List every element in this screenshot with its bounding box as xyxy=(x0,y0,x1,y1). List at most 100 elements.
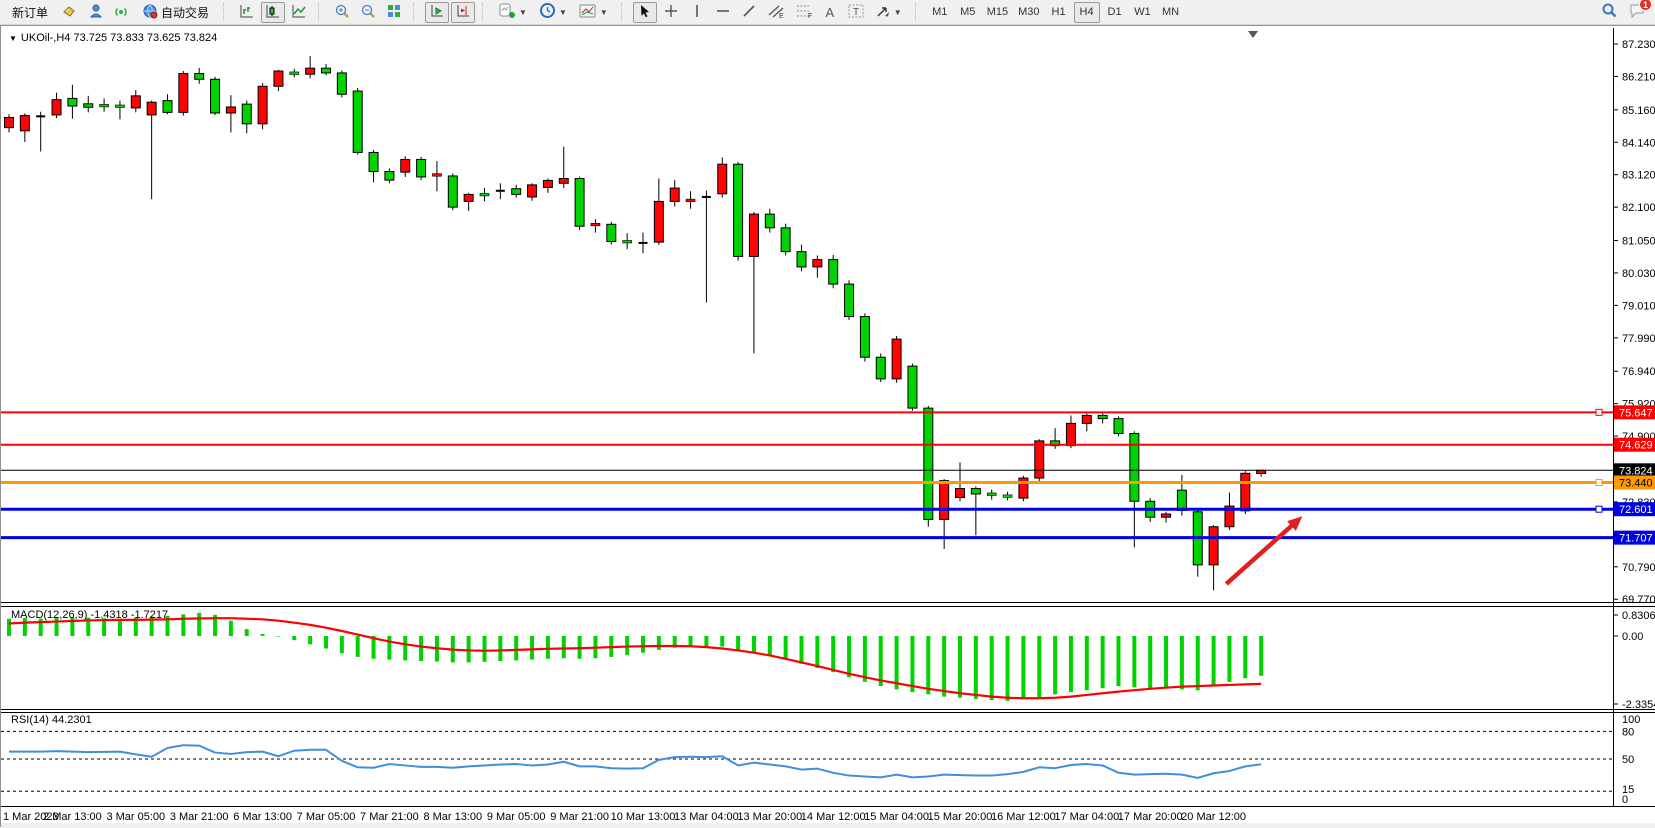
indicators-add-icon xyxy=(498,2,516,23)
bar-chart-button[interactable] xyxy=(235,2,259,23)
svg-text:E: E xyxy=(779,13,784,19)
candle-body xyxy=(4,116,14,129)
timeframe-m15-button[interactable]: M15 xyxy=(986,6,1009,18)
timeframe-m1-button[interactable]: M1 xyxy=(932,6,948,18)
price-tag-71.707: 71.707 xyxy=(1619,533,1653,545)
timeframe-h1-button[interactable]: H1 xyxy=(1051,6,1066,18)
price-tag-75.647: 75.647 xyxy=(1619,407,1653,419)
price-tick-label: 77.990 xyxy=(1622,333,1655,345)
timeframe-mn-button[interactable]: MN xyxy=(1161,6,1180,18)
price-tick-label: 81.050 xyxy=(1622,236,1655,248)
candle-body xyxy=(511,188,522,195)
zoom-out-button[interactable] xyxy=(356,2,380,23)
candle-body xyxy=(780,227,791,253)
tile-windows-button[interactable] xyxy=(382,2,406,23)
new-order-button[interactable]: 新订单 xyxy=(12,5,49,20)
rsi-line xyxy=(9,744,1262,779)
fibonacci-icon: F xyxy=(795,3,813,22)
chart-shift-button[interactable] xyxy=(451,1,476,23)
indicators-button[interactable]: ▼ xyxy=(494,2,533,23)
gold-nugget-icon xyxy=(61,3,77,22)
zoom-in-icon xyxy=(334,3,350,22)
price-tag-box xyxy=(1614,475,1655,490)
arrow-annotation-head[interactable] xyxy=(1287,516,1303,531)
text-label-icon: T xyxy=(847,3,865,22)
zoom-in-button[interactable] xyxy=(330,2,354,23)
time-label: 17 Mar 20:00 xyxy=(1117,811,1183,823)
candle-body xyxy=(986,492,997,496)
chart-shift-marker[interactable] xyxy=(1248,31,1258,38)
candle-body xyxy=(83,103,94,108)
price-tick-label: 70.790 xyxy=(1622,562,1655,574)
timeframe-d1-button[interactable]: D1 xyxy=(1107,6,1122,18)
periods-button[interactable]: ▼ xyxy=(535,2,573,23)
time-label: 20 Mar 12:00 xyxy=(1181,811,1247,823)
toolbar: 新订单 自动交易 xyxy=(0,0,1655,25)
time-label: 6 Mar 13:00 xyxy=(233,811,292,823)
arrows-tool-button[interactable]: ▼ xyxy=(871,2,908,23)
text-label-tool-button[interactable]: T xyxy=(843,2,869,23)
candle-body xyxy=(352,90,363,153)
hline-handle[interactable] xyxy=(1595,505,1603,513)
crosshair-tool-button[interactable] xyxy=(659,2,683,23)
symbol-label[interactable]: ▼ UKOil-,H4 73.725 73.833 73.625 73.824 xyxy=(9,32,217,44)
candle-body xyxy=(1208,526,1219,566)
auto-trading-button[interactable]: 自动交易 xyxy=(135,2,216,23)
time-label: 15 Mar 04:00 xyxy=(864,811,930,823)
macd-indicator-label: MACD(12,26,9) -1.4318 -1.7217 xyxy=(11,609,169,621)
signals-button[interactable] xyxy=(109,2,133,23)
clock-icon xyxy=(539,2,556,22)
time-label: 13 Mar 20:00 xyxy=(737,811,803,823)
cursor-tool-button[interactable] xyxy=(632,1,657,23)
market-button[interactable] xyxy=(57,2,81,23)
chat-button[interactable]: 1 xyxy=(1624,0,1652,23)
zoom-out-icon xyxy=(360,3,376,22)
templates-button[interactable]: ▼ xyxy=(575,2,614,23)
template-icon xyxy=(579,3,597,22)
price-tick-label: 76.940 xyxy=(1622,366,1655,378)
candle-body xyxy=(479,193,490,197)
candlestick-chart-button[interactable] xyxy=(261,1,286,23)
trendline-tool-button[interactable] xyxy=(737,2,761,23)
price-tick-label: 83.120 xyxy=(1622,170,1655,182)
hline-handle[interactable] xyxy=(1595,408,1603,416)
chat-badge: 1 xyxy=(1639,0,1652,11)
text-tool-button[interactable]: A xyxy=(825,4,835,20)
candle-body xyxy=(1113,418,1124,435)
time-axis[interactable]: 1 Mar 2023 2 Mar 13:00 3 Mar 05:00 3 Mar 21… xyxy=(1,808,1611,826)
candle-body xyxy=(590,223,601,227)
horizontal-line-tool-button[interactable] xyxy=(711,2,735,23)
macd-panel xyxy=(7,612,1264,701)
fibonacci-tool-button[interactable]: F xyxy=(791,2,817,23)
candle-body xyxy=(384,171,395,181)
search-button[interactable] xyxy=(1597,2,1622,23)
rsi-axis-label: 0 xyxy=(1622,794,1628,806)
candle-body xyxy=(844,283,855,318)
hline-handle[interactable] xyxy=(1595,479,1603,487)
auto-scroll-button[interactable] xyxy=(425,1,450,23)
candle-body xyxy=(305,67,316,75)
arrow-annotation-line[interactable] xyxy=(1224,521,1297,586)
candle-body xyxy=(558,178,569,184)
chart-canvas[interactable]: 87.230 86.210 85.160 84.140 83.120 82.100 81.0… xyxy=(1,26,1655,828)
candle-body xyxy=(1065,422,1076,447)
timeframe-m30-button[interactable]: M30 xyxy=(1018,6,1040,18)
line-chart-button[interactable] xyxy=(287,2,311,23)
macd-axis-label: -2.3354 xyxy=(1622,699,1655,711)
timeframe-w1-button[interactable]: W1 xyxy=(1134,6,1151,18)
candle-body xyxy=(1002,494,1013,498)
price-tick-label: 79.010 xyxy=(1622,300,1655,312)
doji-body xyxy=(638,241,648,244)
candle-body xyxy=(939,480,950,520)
timeframe-m5-button[interactable]: M5 xyxy=(960,6,976,18)
rsi-axis-label: 80 xyxy=(1622,726,1634,738)
timeframe-h4-button[interactable]: H4 xyxy=(1073,1,1100,23)
vertical-line-tool-button[interactable] xyxy=(685,2,709,23)
rsi-indicator-label: RSI(14) 44.2301 xyxy=(11,714,92,726)
candle-body xyxy=(891,338,902,380)
rsi-axis-label: 15 xyxy=(1622,784,1634,796)
signal-icon xyxy=(113,3,129,22)
channel-tool-button[interactable]: E xyxy=(763,2,789,23)
community-button[interactable] xyxy=(83,2,107,23)
horizontal-line-icon xyxy=(715,3,731,22)
